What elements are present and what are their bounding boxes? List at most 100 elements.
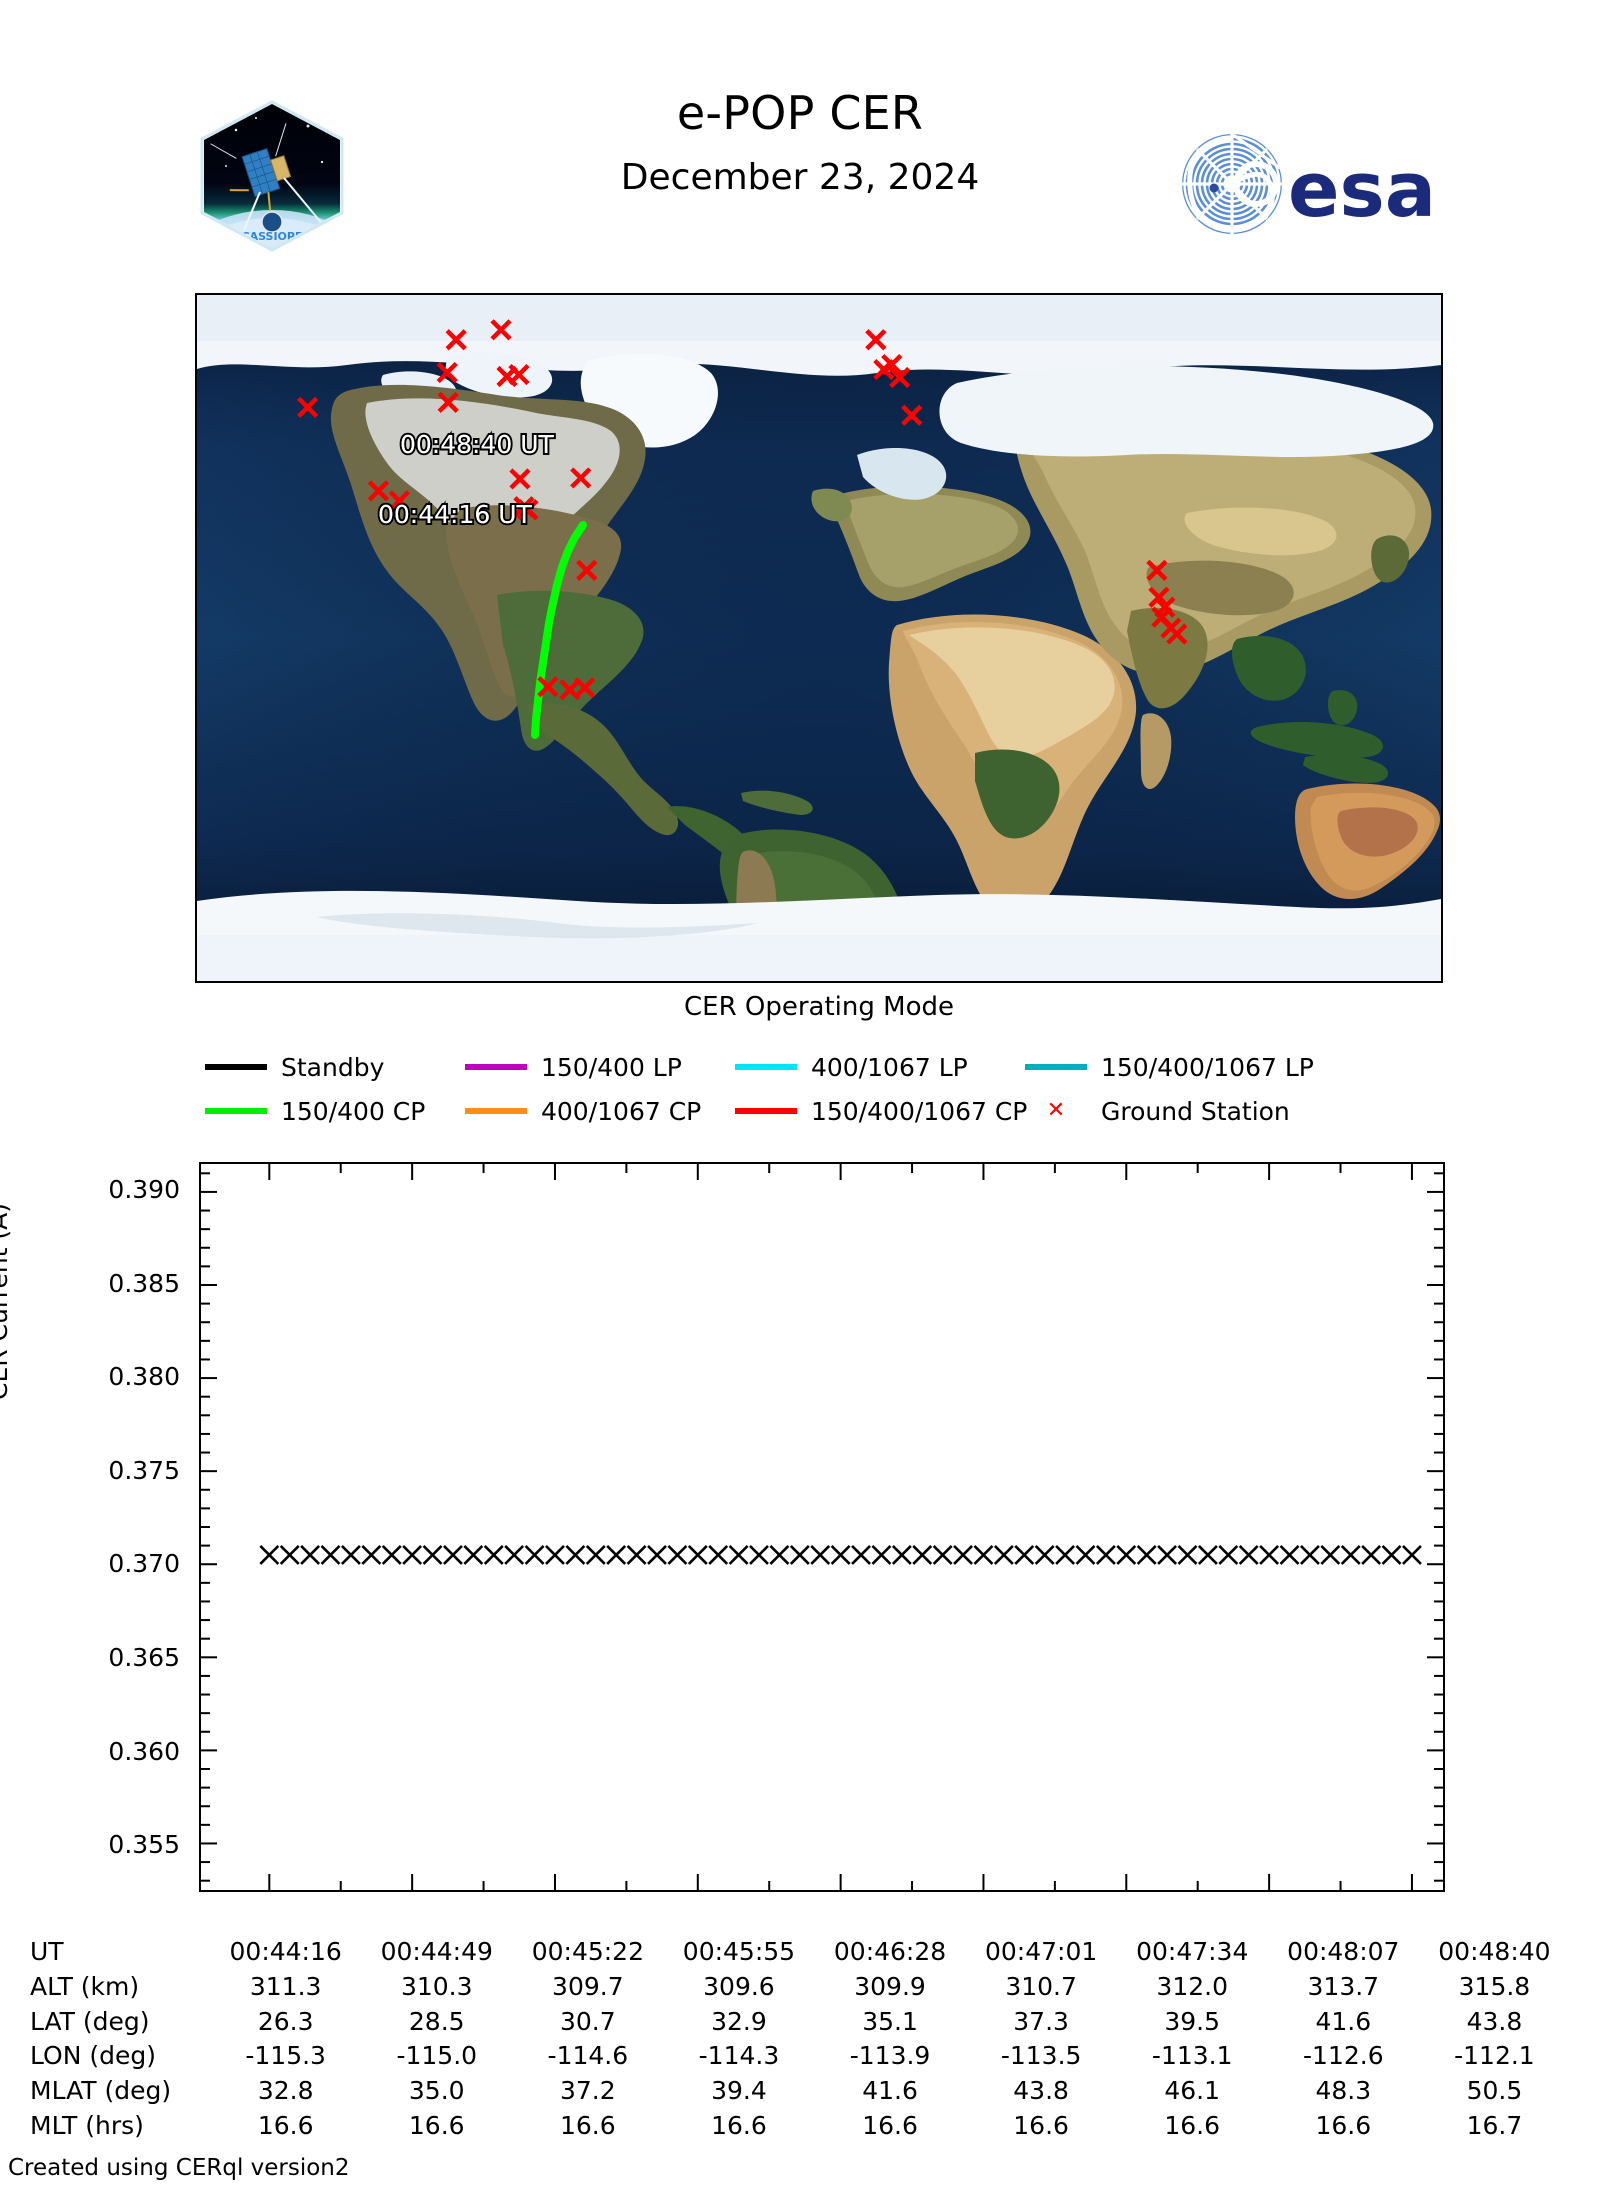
- world-map: [195, 293, 1443, 983]
- ground-station-marker: [881, 354, 903, 376]
- table-cell: 309.9: [854, 1971, 926, 2001]
- data-point-marker: [769, 1545, 790, 1565]
- table-cell: 37.3: [1013, 2006, 1069, 2036]
- footer-credit: Created using CERql version2: [8, 2155, 350, 2181]
- data-point-marker: [1279, 1545, 1300, 1565]
- table-cell: 16.6: [711, 2110, 767, 2140]
- y-tick-label: 0.380: [108, 1362, 180, 1392]
- y-tick-label: 0.370: [108, 1549, 180, 1579]
- data-point-marker: [1034, 1545, 1055, 1565]
- table-row: UT 00:44:16 00:44:49 00:45:22 00:45:55 00:46:…: [30, 1935, 1570, 1970]
- legend-swatch-standby: [205, 1064, 267, 1070]
- ground-station-marker: [388, 490, 410, 512]
- data-point-marker: [545, 1545, 565, 1565]
- table-row-label: MLT (hrs): [30, 2110, 144, 2140]
- table-cell: 41.6: [862, 2076, 918, 2105]
- ground-station-icon: ✕: [1046, 1098, 1066, 1123]
- data-point-marker: [606, 1545, 627, 1565]
- data-point-marker: [1218, 1545, 1239, 1565]
- ground-station-marker: [1166, 623, 1188, 645]
- data-point-marker: [708, 1545, 729, 1565]
- table-cell: 16.6: [1315, 2110, 1372, 2140]
- table-cell: -113.9: [849, 2041, 931, 2071]
- ground-station-marker: [574, 677, 596, 699]
- data-point-marker: [932, 1545, 953, 1565]
- legend-item-standby: Standby: [205, 1053, 465, 1082]
- data-point-marker: [259, 1545, 280, 1565]
- ground-station-marker: [901, 404, 923, 426]
- table-row-label: LAT (deg): [30, 2006, 150, 2036]
- data-point-marker: [1259, 1545, 1280, 1565]
- table-cell: 46.1: [1164, 2076, 1221, 2105]
- table-cell: 315.8: [1458, 1971, 1531, 2001]
- table-row: ALT (km) 311.3 310.3 309.7 309.6 309.9 310.7 31…: [30, 1970, 1570, 2005]
- table-cell: 00:45:55: [682, 1937, 796, 1966]
- page-subtitle: December 23, 2024: [620, 157, 980, 198]
- y-tick-label: 0.385: [108, 1268, 180, 1298]
- table-cell: 50.5: [1466, 2076, 1523, 2105]
- legend-item-150-400-1067-lp: 150/400/1067 LP: [1025, 1053, 1314, 1082]
- data-point-marker: [443, 1545, 463, 1565]
- data-point-marker: [1014, 1545, 1035, 1565]
- ground-station-marker: [437, 391, 459, 413]
- ground-station-marker: [445, 329, 467, 351]
- map-annotation-start: 00:44:16 UT: [376, 498, 534, 531]
- table-cell: 16.7: [1466, 2110, 1523, 2140]
- data-point-marker: [1381, 1545, 1402, 1565]
- data-point-marker: [279, 1545, 300, 1565]
- map-annotation-end-fill: 00:48:40 UT: [400, 430, 554, 459]
- table-cell: 48.3: [1315, 2076, 1372, 2105]
- table-row: LAT (deg) 26.3 28.5 30.7 32.9 35.1 37.3 39.5 41.…: [30, 2005, 1570, 2040]
- data-point-marker: [381, 1545, 402, 1565]
- esa-logo-text: esa: [1288, 145, 1436, 234]
- table-cell: 16.6: [1164, 2110, 1221, 2140]
- data-point-marker: [1320, 1545, 1341, 1565]
- y-tick-label: 0.365: [108, 1643, 180, 1673]
- y-tick-label: 0.355: [108, 1830, 180, 1860]
- legend-item-150-400-cp: 150/400 CP: [205, 1097, 465, 1126]
- legend-swatch-150-400-lp: [465, 1064, 527, 1070]
- data-point-marker: [912, 1545, 933, 1565]
- legend-row-1: Standby 150/400 LP 400/1067 LP 150/400/1…: [205, 1045, 1445, 1089]
- table-row: LON (deg) -115.3 -115.0 -114.6 -114.3 -113.9 -…: [30, 2039, 1570, 2074]
- table-cell: -112.1: [1454, 2041, 1535, 2071]
- legend-item-150-400-1067-cp: 150/400/1067 CP: [735, 1096, 1028, 1126]
- table-cell: 39.5: [1164, 2006, 1221, 2036]
- ground-station-marker: [508, 363, 530, 386]
- data-point-marker: [1238, 1545, 1259, 1565]
- map-caption: CER Operating Mode: [683, 992, 954, 1022]
- y-tick-label: 0.360: [108, 1736, 180, 1766]
- table-cell: 32.8: [257, 2076, 314, 2105]
- ground-station-marker: [1146, 559, 1168, 581]
- table-cell: 309.6: [703, 1971, 775, 2001]
- data-point-marker: [565, 1545, 586, 1565]
- data-point-marker: [341, 1545, 361, 1565]
- table-cell: -112.6: [1303, 2041, 1384, 2071]
- ground-station-marker: [490, 319, 512, 341]
- cassiope-logo-text: CASSIOPE: [242, 230, 303, 243]
- ground-station-marker: [367, 480, 390, 502]
- table-cell: -114.6: [547, 2041, 629, 2071]
- legend-swatch-150-400-cp: [205, 1108, 267, 1114]
- table-cell: 16.6: [408, 2110, 465, 2140]
- table-row-label: UT: [30, 1937, 64, 1966]
- data-point-marker: [504, 1545, 525, 1565]
- data-point-marker: [1075, 1545, 1096, 1565]
- data-point-marker: [1340, 1545, 1361, 1565]
- data-point-marker: [585, 1545, 606, 1565]
- table-cell: 30.7: [560, 2006, 616, 2036]
- table-cell: 26.3: [257, 2006, 314, 2036]
- cassiope-mission-logo: CASSIOPE: [196, 100, 348, 252]
- ground-station-marker: [509, 468, 531, 490]
- table-cell: 00:48:40: [1438, 1937, 1551, 1966]
- data-point-marker: [300, 1545, 321, 1565]
- page-header: CASSIOPE e-POP CER December 23, 2024: [0, 0, 1600, 280]
- legend-row-2: 150/400 CP 400/1067 CP 150/400/1067 CP ✕…: [205, 1089, 1445, 1133]
- table-cell: 16.6: [1013, 2110, 1069, 2140]
- table-cell: 35.0: [408, 2076, 465, 2105]
- table-cell: 309.7: [552, 1971, 624, 2001]
- data-point-marker: [1361, 1545, 1382, 1565]
- legend-label-150-400-1067-cp: 150/400/1067 CP: [811, 1096, 1028, 1126]
- legend-label-standby: Standby: [281, 1052, 385, 1082]
- table-row-label: ALT (km): [30, 1971, 140, 2001]
